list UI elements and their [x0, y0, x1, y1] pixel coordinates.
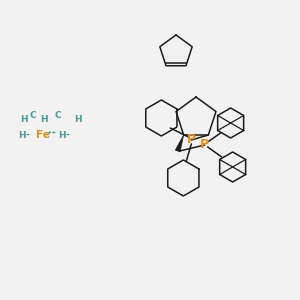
Text: H: H: [58, 130, 66, 140]
Text: C: C: [30, 110, 36, 119]
Text: C: C: [55, 110, 61, 119]
Text: P: P: [200, 139, 209, 152]
Text: ++: ++: [47, 130, 57, 136]
Polygon shape: [175, 135, 184, 152]
Text: Fe: Fe: [36, 130, 50, 140]
Text: H: H: [20, 116, 28, 124]
Text: H: H: [18, 130, 26, 140]
Text: H: H: [40, 116, 48, 124]
Text: -: -: [65, 130, 69, 140]
Text: -: -: [25, 130, 29, 140]
Text: H: H: [74, 116, 82, 124]
Text: P: P: [187, 134, 196, 146]
